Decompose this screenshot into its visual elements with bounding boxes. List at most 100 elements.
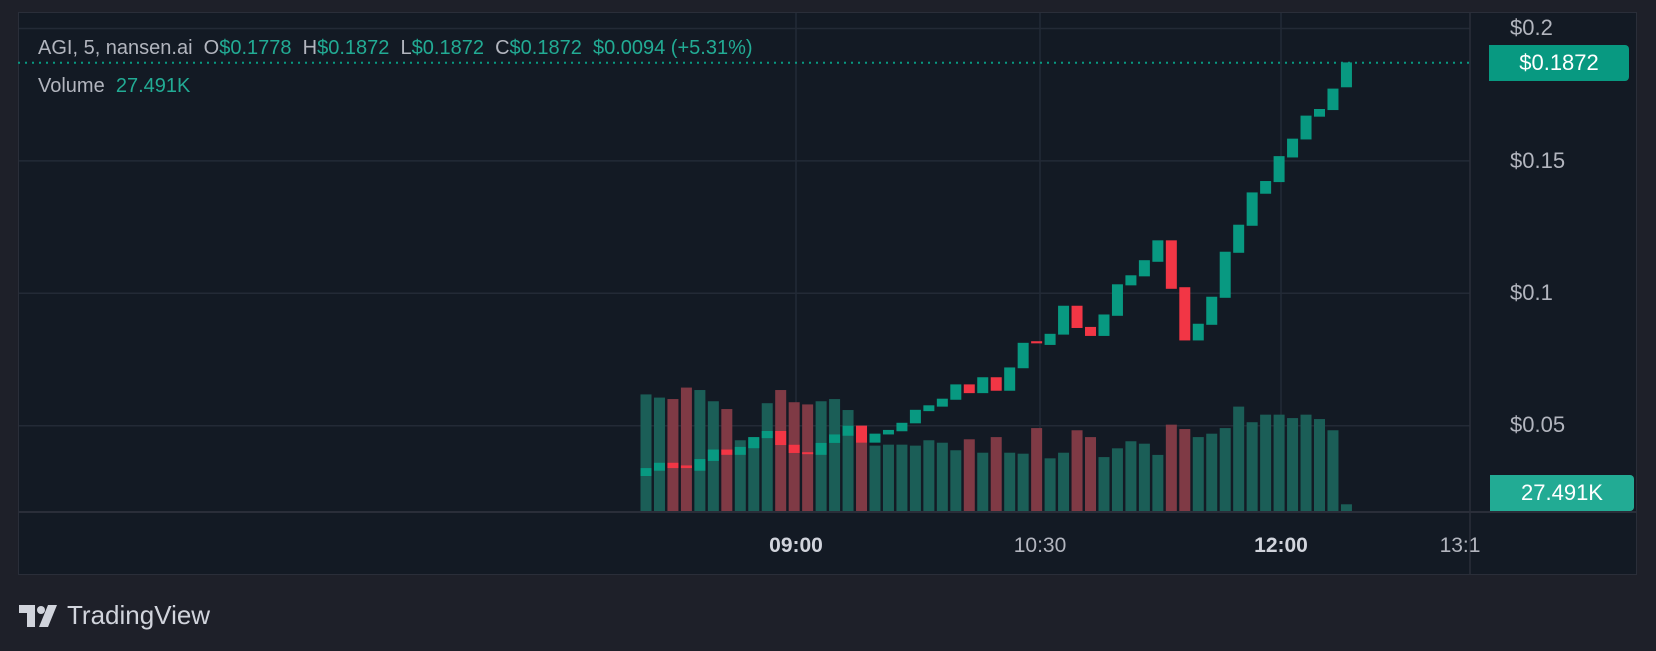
candle[interactable] xyxy=(1044,333,1056,345)
candle[interactable] xyxy=(734,446,746,455)
candle[interactable] xyxy=(1152,240,1164,262)
candle[interactable] xyxy=(1017,342,1029,369)
time-tick: 13:1 xyxy=(1439,534,1481,557)
tradingview-icon xyxy=(19,604,57,627)
volume-bar xyxy=(640,394,652,511)
volume-bar xyxy=(761,403,773,511)
candle[interactable] xyxy=(1085,326,1097,336)
low-label: L xyxy=(400,37,412,59)
candle[interactable] xyxy=(775,430,787,446)
volume-bar xyxy=(775,390,787,511)
volume-bar xyxy=(680,387,692,511)
last-price-badge: $0.1872 xyxy=(1489,45,1629,81)
volume-bar xyxy=(748,437,760,511)
candle[interactable] xyxy=(1260,181,1272,194)
candle[interactable] xyxy=(856,425,868,443)
candle[interactable] xyxy=(1300,115,1312,140)
candle[interactable] xyxy=(1004,367,1016,391)
volume-bar xyxy=(1340,504,1352,511)
close-value: $0.1872 xyxy=(509,37,582,59)
candle[interactable] xyxy=(707,449,719,461)
candle[interactable] xyxy=(640,468,652,477)
open-value: $0.1778 xyxy=(219,37,292,59)
candle[interactable] xyxy=(653,462,665,471)
candle[interactable] xyxy=(1031,341,1043,344)
candle[interactable] xyxy=(1111,284,1123,316)
candle[interactable] xyxy=(896,422,908,432)
volume-bar xyxy=(1138,443,1150,511)
candle[interactable] xyxy=(761,430,773,439)
volume-legend: Volume 27.491K xyxy=(38,75,190,98)
volume-bar xyxy=(909,445,921,511)
last-volume-badge: 27.491K xyxy=(1490,475,1634,511)
volume-value: 27.491K xyxy=(115,75,191,97)
close-label: C xyxy=(495,37,510,59)
price-tick: $0.2 xyxy=(1510,15,1553,40)
volume-bar xyxy=(1260,414,1272,511)
price-tick: $0.1 xyxy=(1510,280,1553,305)
candle[interactable] xyxy=(990,377,1002,391)
volume-bar xyxy=(990,437,1002,511)
brand-name: TradingView xyxy=(67,600,211,630)
candle[interactable] xyxy=(667,462,679,469)
candle[interactable] xyxy=(815,442,827,455)
volume-bar xyxy=(1287,418,1299,511)
price-tick: $0.05 xyxy=(1510,412,1566,437)
volume-bar xyxy=(1085,437,1097,511)
candle[interactable] xyxy=(1219,251,1231,298)
candle[interactable] xyxy=(1273,156,1285,183)
candle[interactable] xyxy=(1165,240,1177,289)
candle[interactable] xyxy=(1179,287,1191,341)
grid xyxy=(19,13,1637,575)
price-tick: $0.15 xyxy=(1510,148,1566,173)
volume-bar xyxy=(734,440,746,511)
ohlc-legend: AGI, 5, nansen.ai O$0.1778 H$0.1872 L$0.… xyxy=(38,37,753,60)
candle[interactable] xyxy=(1327,88,1339,111)
volume-bar xyxy=(1111,448,1123,511)
candle[interactable] xyxy=(1071,305,1083,328)
candle[interactable] xyxy=(1206,296,1218,325)
tradingview-logo[interactable]: TradingView xyxy=(19,600,210,631)
candle[interactable] xyxy=(721,449,733,455)
candle[interactable] xyxy=(829,434,841,443)
volume-bars xyxy=(640,387,1352,511)
candle[interactable] xyxy=(963,384,975,394)
candle[interactable] xyxy=(1233,224,1245,253)
volume-bar xyxy=(1233,406,1245,511)
candle[interactable] xyxy=(936,398,948,407)
candle[interactable] xyxy=(694,459,706,471)
volume-bar xyxy=(829,399,841,511)
candle[interactable] xyxy=(909,409,921,424)
candle[interactable] xyxy=(842,425,854,436)
candle[interactable] xyxy=(923,405,935,412)
symbol-label[interactable]: AGI, 5, nansen.ai xyxy=(38,37,193,59)
volume-label: Volume xyxy=(38,75,105,97)
open-label: O xyxy=(203,37,220,59)
candle[interactable] xyxy=(1125,275,1137,286)
volume-bar xyxy=(882,444,894,511)
candle[interactable] xyxy=(1287,138,1299,158)
candle[interactable] xyxy=(1192,323,1204,341)
volume-bar xyxy=(963,439,975,511)
candle[interactable] xyxy=(802,452,814,455)
candle[interactable] xyxy=(977,377,989,394)
change-value: $0.0094 (+5.31%) xyxy=(592,37,753,59)
volume-bar xyxy=(802,404,814,511)
candle[interactable] xyxy=(748,437,760,449)
candle[interactable] xyxy=(1314,108,1325,117)
candle[interactable] xyxy=(680,465,692,469)
candle[interactable] xyxy=(1246,192,1258,226)
candle[interactable] xyxy=(1098,314,1110,336)
volume-bar xyxy=(788,402,800,511)
volume-bar xyxy=(1017,453,1029,511)
candle[interactable] xyxy=(869,433,881,443)
volume-bar xyxy=(977,452,989,511)
candle[interactable] xyxy=(882,429,894,435)
candle[interactable] xyxy=(950,384,962,400)
time-tick: 09:00 xyxy=(769,534,823,557)
candle[interactable] xyxy=(1058,305,1070,335)
candle[interactable] xyxy=(788,444,800,453)
candle[interactable] xyxy=(1340,62,1352,88)
candle[interactable] xyxy=(1138,260,1150,277)
